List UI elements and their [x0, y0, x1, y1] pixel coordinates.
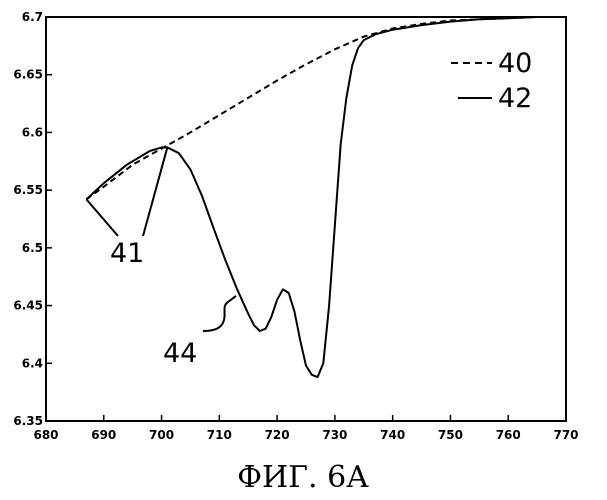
- x-tick-label-9: 770: [553, 428, 578, 442]
- x-tick-label-4: 720: [265, 428, 290, 442]
- x-tick-label-1: 690: [91, 428, 116, 442]
- brace-44: [203, 296, 236, 331]
- x-tick-label-3: 710: [207, 428, 232, 442]
- leader-line-41b: [143, 147, 167, 236]
- axis-ticks: 680 690 700 710 720 730 740 750 760 770 6.35 6.4 6.4…: [13, 10, 578, 442]
- legend-label-40: 40: [498, 48, 532, 79]
- y-tick-label-1: 6.4: [22, 356, 43, 370]
- x-tick-label-5: 730: [322, 428, 347, 442]
- x-tick-label-6: 740: [380, 428, 405, 442]
- annotation-label-41: 41: [110, 238, 144, 269]
- y-tick-label-6: 6.65: [13, 68, 43, 82]
- series-line-40: [86, 17, 537, 199]
- plot-frame: [46, 17, 566, 421]
- y-tick-label-5: 6.6: [22, 125, 43, 139]
- legend: 40 42: [451, 48, 532, 114]
- x-tick-label-7: 750: [438, 428, 463, 442]
- x-tick-label-8: 760: [496, 428, 521, 442]
- annotation-label-44: 44: [163, 338, 197, 369]
- legend-label-42: 42: [498, 83, 532, 114]
- y-tick-label-2: 6.45: [13, 299, 43, 313]
- figure-caption: ФИГ. 6А: [237, 460, 369, 495]
- y-tick-label-4: 6.55: [13, 183, 43, 197]
- y-tick-label-3: 6.5: [22, 241, 43, 255]
- x-tick-label-0: 680: [33, 428, 58, 442]
- y-tick-label-0: 6.35: [13, 414, 43, 428]
- y-tick-label-7: 6.7: [22, 10, 43, 24]
- x-tick-label-2: 700: [149, 428, 174, 442]
- leader-line-41a: [86, 199, 118, 236]
- annotation-44: 44: [163, 296, 236, 369]
